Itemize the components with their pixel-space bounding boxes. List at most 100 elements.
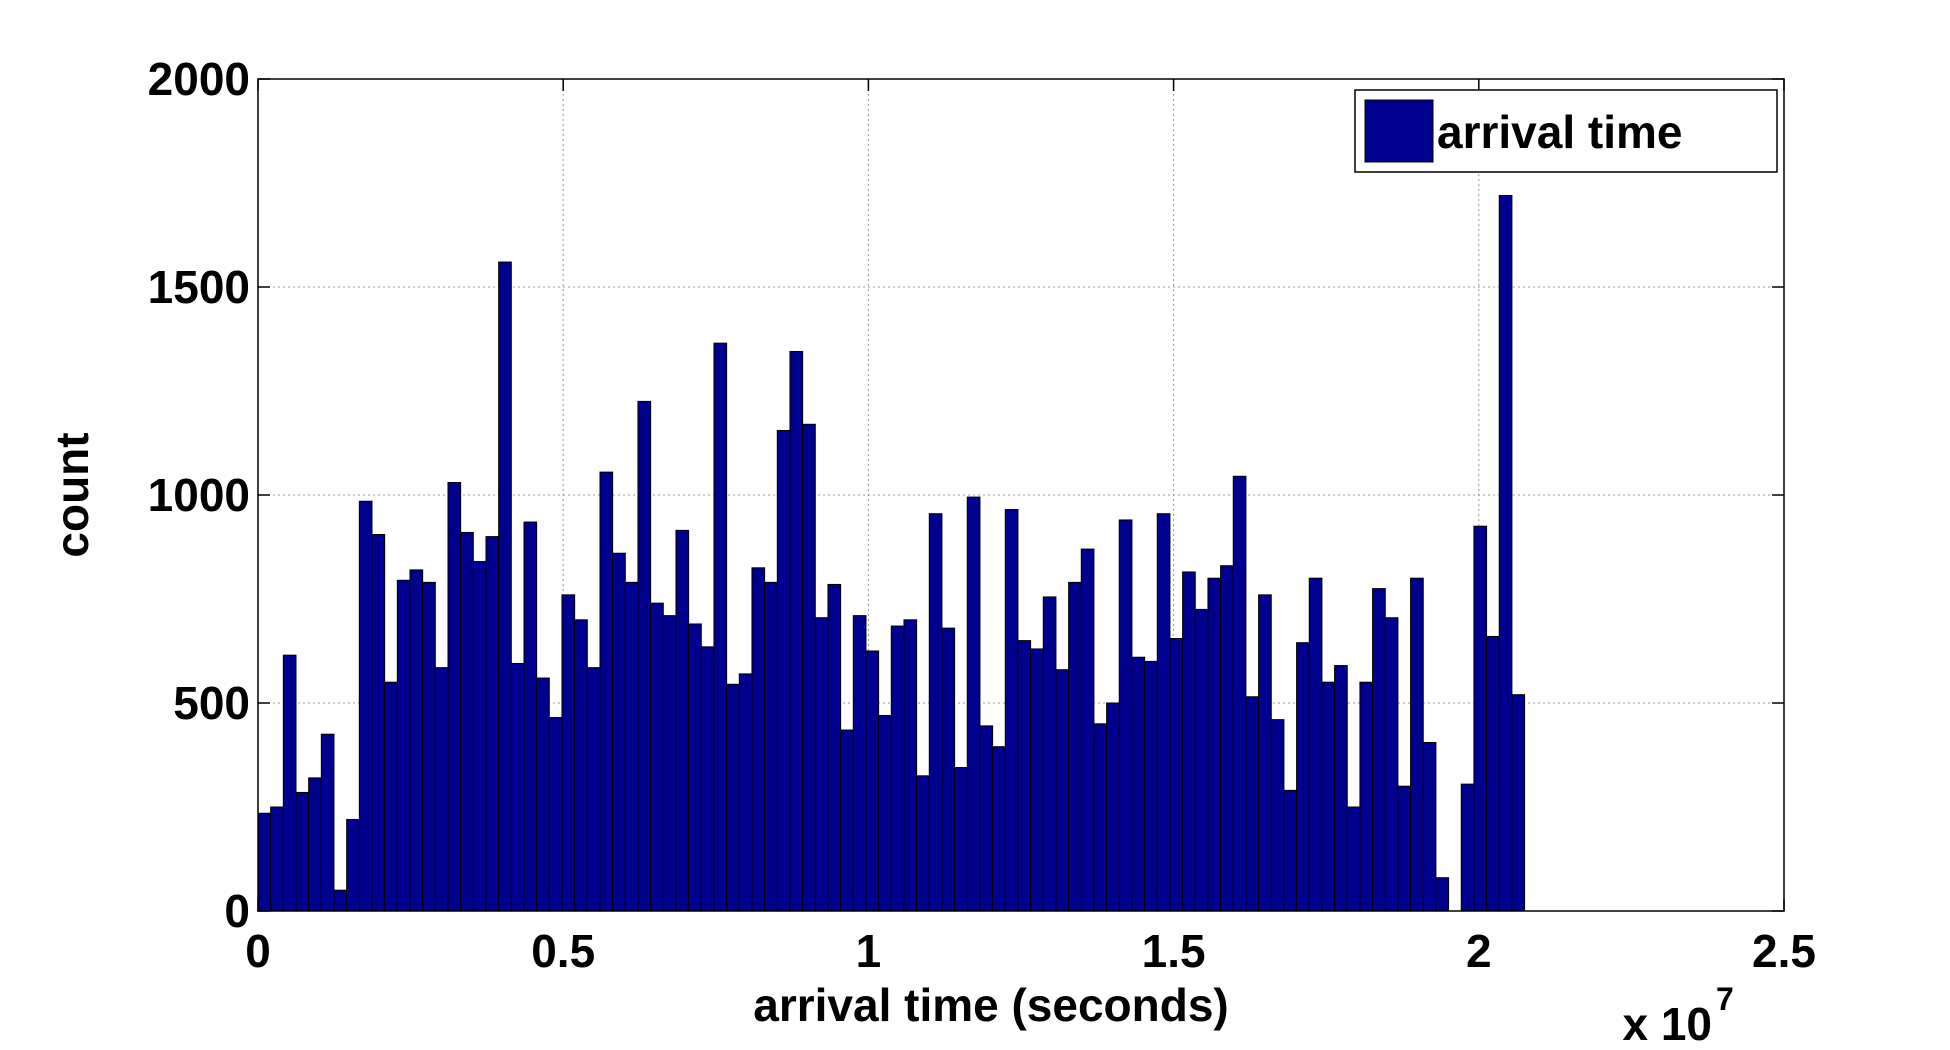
bar bbox=[776, 430, 791, 912]
x-tick-label: 0 bbox=[245, 925, 271, 977]
bar bbox=[1397, 785, 1412, 912]
bar bbox=[662, 615, 677, 912]
bar bbox=[1308, 577, 1323, 912]
bar bbox=[1004, 509, 1019, 912]
bar bbox=[523, 521, 538, 912]
bar bbox=[485, 536, 500, 912]
plot-frame bbox=[257, 78, 1785, 912]
bar bbox=[460, 531, 474, 912]
bar bbox=[1486, 635, 1500, 912]
bar bbox=[1410, 577, 1424, 912]
bar bbox=[1296, 642, 1310, 912]
bar bbox=[1435, 877, 1450, 912]
bar bbox=[1245, 696, 1260, 912]
bar bbox=[1372, 588, 1386, 912]
bar bbox=[789, 350, 804, 912]
bar bbox=[1182, 571, 1196, 912]
bar bbox=[1258, 594, 1272, 912]
bar bbox=[396, 579, 411, 912]
bar bbox=[675, 529, 690, 912]
bar bbox=[536, 677, 550, 912]
bar bbox=[1384, 617, 1399, 912]
bar bbox=[612, 552, 626, 912]
bar bbox=[422, 581, 436, 912]
bar bbox=[903, 619, 918, 912]
x-scale-label: x 10 bbox=[1622, 998, 1712, 1050]
legend-label: arrival time bbox=[1437, 106, 1682, 158]
bar bbox=[1283, 789, 1298, 912]
bar bbox=[1460, 783, 1475, 912]
bar bbox=[840, 729, 854, 912]
y-axis-label: count bbox=[46, 432, 98, 557]
bar bbox=[257, 812, 272, 912]
bar bbox=[688, 623, 702, 912]
bar bbox=[814, 617, 829, 912]
bar bbox=[1080, 548, 1095, 912]
bar bbox=[434, 667, 449, 912]
bar bbox=[650, 602, 664, 912]
bar bbox=[1144, 660, 1158, 912]
bar bbox=[1169, 638, 1184, 912]
bar bbox=[1030, 648, 1044, 912]
bar bbox=[624, 581, 639, 912]
bar bbox=[916, 775, 930, 912]
bar bbox=[954, 766, 968, 912]
bar bbox=[1207, 577, 1222, 912]
bar bbox=[498, 261, 512, 912]
bar bbox=[700, 646, 715, 912]
bar bbox=[1017, 640, 1032, 912]
bar bbox=[1270, 719, 1285, 912]
bar bbox=[1359, 681, 1374, 912]
y-tick-label: 0 bbox=[224, 885, 250, 937]
bar bbox=[1055, 669, 1070, 912]
x-axis-label: arrival time (seconds) bbox=[753, 979, 1229, 1031]
y-tick-label: 1500 bbox=[148, 261, 250, 313]
bar bbox=[270, 806, 284, 912]
bar bbox=[1156, 513, 1171, 912]
bar bbox=[1194, 608, 1209, 912]
bar bbox=[738, 673, 753, 912]
x-scale-exponent: 7 bbox=[1716, 981, 1734, 1017]
bar bbox=[1093, 723, 1108, 912]
bar bbox=[1118, 519, 1133, 912]
bar bbox=[890, 625, 905, 912]
bar bbox=[371, 534, 386, 912]
bar bbox=[802, 423, 816, 912]
bar bbox=[346, 818, 360, 912]
y-tick-label: 2000 bbox=[148, 53, 250, 105]
bar bbox=[966, 496, 981, 912]
legend-swatch bbox=[1364, 99, 1434, 163]
bar bbox=[1422, 742, 1437, 912]
bar bbox=[320, 733, 335, 912]
bar bbox=[941, 627, 956, 912]
bar bbox=[865, 650, 880, 912]
bar bbox=[409, 569, 424, 912]
bar bbox=[979, 725, 994, 912]
bar bbox=[1498, 194, 1513, 912]
bar bbox=[1473, 525, 1488, 912]
bar bbox=[308, 777, 322, 912]
bar bbox=[713, 342, 728, 912]
bar bbox=[447, 482, 462, 912]
bar bbox=[1131, 656, 1146, 912]
bar bbox=[1346, 806, 1361, 912]
bar bbox=[1232, 475, 1247, 912]
bar bbox=[586, 667, 601, 912]
bar bbox=[852, 615, 867, 912]
x-tick-label: 2.5 bbox=[1752, 925, 1816, 977]
bar bbox=[827, 583, 842, 912]
x-tick-label: 1.5 bbox=[1142, 925, 1206, 977]
y-tick-label: 1000 bbox=[148, 469, 250, 521]
bar bbox=[992, 746, 1006, 912]
bar bbox=[637, 400, 652, 912]
bar bbox=[358, 500, 373, 912]
bar bbox=[726, 683, 740, 912]
bar bbox=[510, 662, 525, 912]
bar bbox=[561, 594, 576, 912]
bar bbox=[1511, 694, 1526, 912]
bar bbox=[1321, 681, 1336, 912]
bar bbox=[574, 619, 588, 912]
y-tick-label: 500 bbox=[173, 677, 250, 729]
